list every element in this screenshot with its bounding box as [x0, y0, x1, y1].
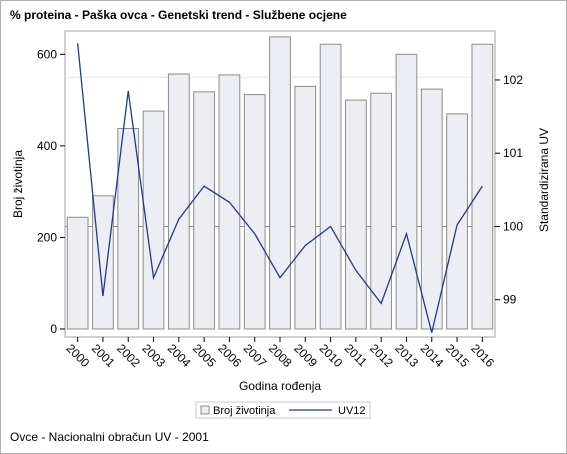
bar-2008 [269, 36, 291, 330]
legend-bar-swatch [200, 405, 210, 415]
right-tick-label: 102 [503, 73, 523, 87]
bar-2002 [117, 127, 140, 330]
x-tick-label: 2012 [367, 341, 396, 370]
x-axis: 2000200120022003200420052006200720082009… [64, 337, 497, 370]
bar-2004 [167, 73, 190, 330]
bar-2003 [142, 110, 165, 330]
x-tick-label: 2008 [266, 341, 295, 370]
x-tick-label: 2013 [392, 341, 421, 370]
x-tick-label: 2009 [291, 341, 320, 370]
x-tick-label: 2015 [443, 341, 472, 370]
x-tick-label: 2003 [139, 341, 168, 370]
x-tick-label: 2011 [342, 341, 370, 369]
legend-line-label: UV12 [338, 405, 366, 417]
left-tick-label: 0 [50, 322, 57, 336]
x-axis-title: Godina rođenja [239, 379, 321, 393]
bar-2013 [395, 53, 418, 330]
bar-2015 [446, 113, 468, 330]
left-tick-label: 200 [37, 230, 57, 244]
x-tick-label: 2005 [190, 341, 219, 370]
bar-2011 [345, 99, 367, 330]
bar-2005 [193, 91, 215, 330]
bar-2001 [92, 195, 114, 330]
x-tick-label: 2002 [114, 341, 143, 370]
x-tick-label: 2016 [468, 341, 497, 370]
legend: Broj životinja UV12 [195, 401, 371, 419]
left-axis: 0 200 400 600 [37, 47, 65, 336]
legend-frame [195, 401, 371, 419]
series-line-uv12 [77, 43, 483, 333]
x-tick-label: 2006 [215, 341, 244, 370]
bar-2007 [243, 94, 266, 330]
bar-2009 [294, 85, 317, 330]
x-tick-label: 2014 [418, 341, 447, 370]
right-tick-label: 100 [503, 219, 523, 233]
x-tick-label: 2007 [241, 341, 270, 370]
x-tick-label: 2000 [64, 341, 93, 370]
bars-layer [66, 36, 494, 330]
bar-2012 [370, 92, 393, 330]
x-tick-label: 2004 [165, 341, 194, 370]
bar-2014 [420, 88, 443, 330]
right-tick-label: 99 [503, 293, 517, 307]
line-layer [77, 43, 483, 333]
left-tick-label: 600 [37, 47, 57, 61]
x-tick-label: 2010 [316, 341, 345, 370]
left-tick-label: 400 [37, 139, 57, 153]
x-tick-label: 2001 [89, 341, 118, 370]
legend-bar-label: Broj životinja [213, 405, 276, 417]
bar-2010 [319, 43, 342, 330]
right-tick-label: 101 [503, 146, 523, 160]
left-axis-title: Broj životinja [11, 150, 25, 218]
right-axis: 99 100 101 102 [495, 73, 523, 307]
footnote: Ovce - Nacionalni obračun UV - 2001 [10, 430, 209, 444]
right-axis-title: Standardizirana UV [537, 128, 551, 232]
chart-title: % proteina - Paška ovca - Genetski trend… [10, 8, 347, 22]
bar-2000 [66, 216, 89, 330]
